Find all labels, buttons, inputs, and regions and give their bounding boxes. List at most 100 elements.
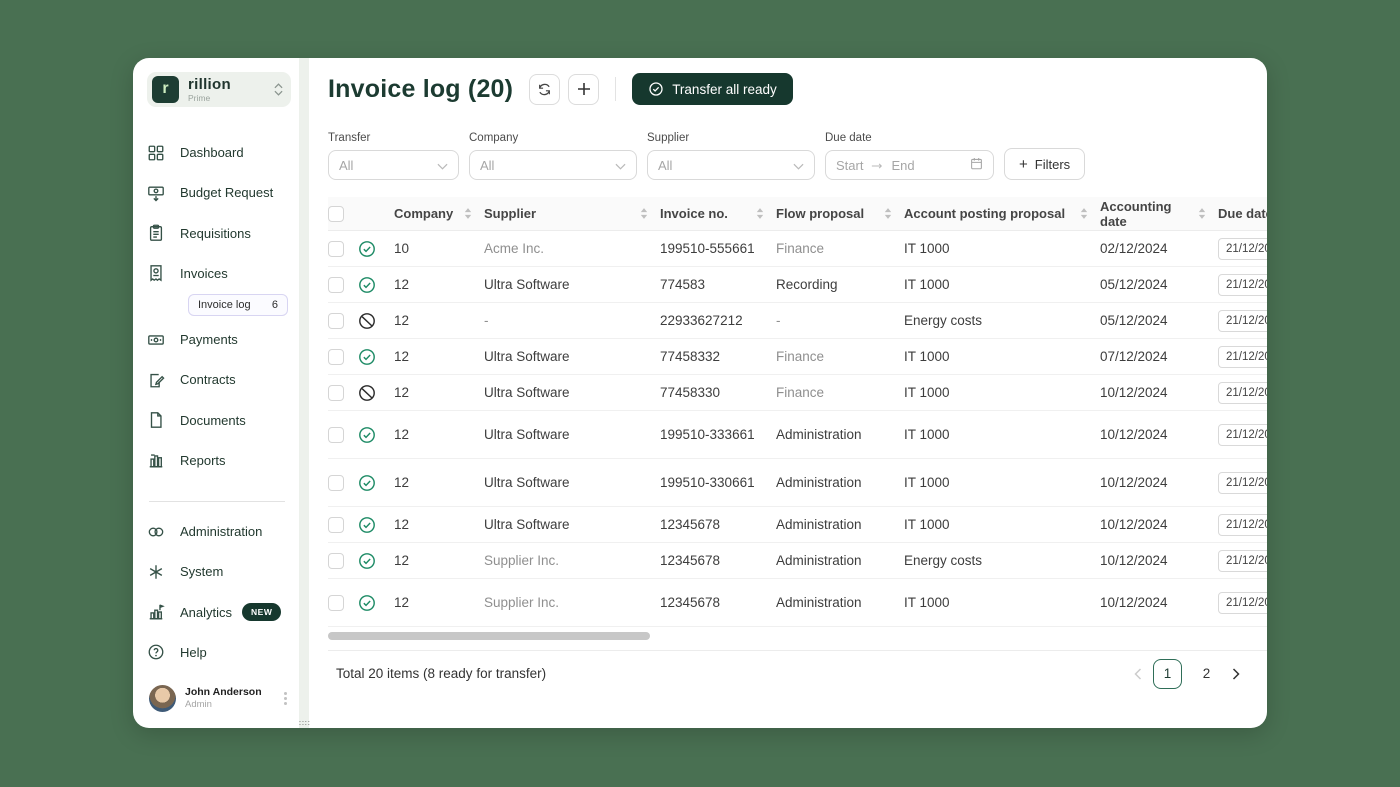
due-date-field[interactable]: 21/12/2024	[1218, 381, 1267, 404]
row-checkbox[interactable]	[328, 516, 344, 533]
table-row[interactable]: 12 - 22933627212 - Energy costs 05/12/20…	[328, 303, 1267, 339]
ready-check-circle-icon	[359, 552, 375, 569]
row-checkbox[interactable]	[328, 276, 344, 293]
user-menu-dots-icon[interactable]	[284, 692, 289, 706]
row-checkbox[interactable]	[328, 312, 344, 329]
chevron-down-icon	[615, 158, 626, 173]
table-row[interactable]: 12 Ultra Software 199510-333661 Administ…	[328, 411, 1267, 459]
sidebar-item-help[interactable]: Help	[147, 641, 291, 664]
sidebar-item-administration[interactable]: Administration	[147, 520, 291, 543]
brand-tier: Prime	[188, 92, 211, 103]
row-checkbox[interactable]	[328, 594, 344, 611]
cell-accounting-date: 10/12/2024	[1100, 595, 1168, 610]
select-all-checkbox[interactable]	[328, 205, 344, 222]
sidebar-item-requisitions[interactable]: Requisitions	[147, 221, 291, 244]
sidebar-item-payments[interactable]: Payments	[147, 328, 291, 351]
previous-page-icon[interactable]	[1133, 667, 1143, 680]
column-header-due-date[interactable]: Due date	[1218, 206, 1267, 221]
refresh-button[interactable]	[529, 73, 561, 105]
row-checkbox[interactable]	[328, 348, 344, 365]
sidebar-item-budget-request[interactable]: Budget Request	[147, 181, 291, 204]
column-header-invoice-no[interactable]: Invoice no.	[660, 206, 776, 221]
transfer-select[interactable]: All	[328, 150, 459, 180]
ready-check-circle-icon	[359, 276, 375, 293]
due-date-field[interactable]: 21/12/2024	[1218, 309, 1267, 332]
due-date-field[interactable]: 21/12/2024	[1218, 591, 1267, 614]
due-date-field[interactable]: 21/12/2024	[1218, 513, 1267, 536]
contracts-icon	[150, 373, 165, 388]
sort-icon[interactable]	[756, 208, 776, 219]
column-header-supplier[interactable]: Supplier	[484, 206, 660, 221]
column-header-account-posting[interactable]: Account posting proposal	[904, 206, 1100, 221]
table-row[interactable]: 12 Ultra Software 77458330 Finance IT 10…	[328, 375, 1267, 411]
due-date-field[interactable]: 21/12/2024	[1218, 345, 1267, 368]
horizontal-scrollbar[interactable]	[328, 632, 1267, 644]
cell-flow-proposal: Administration	[776, 517, 862, 532]
sidebar-item-analytics[interactable]: Analytics NEW	[147, 601, 291, 624]
due-date-field[interactable]: 21/12/2024	[1218, 423, 1267, 446]
sort-icon[interactable]	[1080, 208, 1100, 219]
sidebar-item-label: Analytics	[180, 604, 233, 620]
payments-icon	[148, 334, 164, 345]
row-checkbox[interactable]	[328, 474, 344, 491]
resize-handle-icon[interactable]: ::::	[299, 720, 311, 727]
cell-company: 12	[394, 313, 410, 328]
cell-invoice-no: 199510-333661	[660, 427, 755, 442]
table-row[interactable]: 12 Supplier Inc. 12345678 Administration…	[328, 579, 1267, 627]
filter-bar: Transfer All Company All Supplier All	[328, 132, 1267, 180]
company-select[interactable]: All	[469, 150, 637, 180]
column-header-company[interactable]: Company	[394, 206, 484, 221]
sort-icon[interactable]	[640, 208, 660, 219]
table-row[interactable]: 12 Ultra Software 774583 Recording IT 10…	[328, 267, 1267, 303]
filter-company: Company All	[469, 132, 637, 180]
table-row[interactable]: 12 Supplier Inc. 12345678 Administration…	[328, 543, 1267, 579]
transfer-all-ready-button[interactable]: Transfer all ready	[632, 73, 793, 105]
due-date-field[interactable]: 21/12/2024	[1218, 273, 1267, 296]
cell-company: 12	[394, 427, 410, 442]
ready-check-circle-icon	[359, 426, 375, 443]
row-checkbox[interactable]	[328, 552, 344, 569]
due-date-field[interactable]: 21/12/2024	[1218, 471, 1267, 494]
due-date-range-picker[interactable]: Start End	[825, 150, 994, 180]
due-date-field[interactable]: 21/12/2024	[1218, 549, 1267, 572]
help-icon	[148, 645, 164, 660]
sidebar-resize-strip[interactable]: ::::	[299, 58, 311, 728]
sidebar-item-invoices[interactable]: Invoices	[147, 262, 291, 285]
cell-account-posting: IT 1000	[904, 349, 950, 364]
sort-icon[interactable]	[464, 208, 484, 219]
user-info: John Anderson Admin	[185, 686, 262, 711]
table-row[interactable]: 12 Ultra Software 77458332 Finance IT 10…	[328, 339, 1267, 375]
sidebar-item-documents[interactable]: Documents	[147, 408, 291, 431]
brand-switcher[interactable]: r rillion Prime	[147, 72, 291, 107]
cell-invoice-no: 12345678	[660, 553, 721, 568]
page-button-1[interactable]: 1	[1153, 658, 1182, 689]
add-invoice-button[interactable]	[568, 73, 600, 105]
ready-check-circle-icon	[359, 594, 375, 611]
cell-accounting-date: 02/12/2024	[1100, 241, 1168, 256]
row-checkbox[interactable]	[328, 426, 344, 443]
sidebar-item-dashboard[interactable]: Dashboard	[147, 141, 291, 164]
sidebar-item-reports[interactable]: Reports	[147, 449, 291, 472]
sort-icon[interactable]	[1198, 208, 1218, 219]
next-page-icon[interactable]	[1231, 667, 1241, 680]
more-filters-button[interactable]: + Filters	[1004, 148, 1086, 180]
sort-icon[interactable]	[884, 208, 904, 219]
column-header-accounting-date[interactable]: Accounting date	[1100, 199, 1218, 229]
sidebar-item-system[interactable]: System	[147, 560, 291, 583]
sidebar-item-contracts[interactable]: Contracts	[147, 368, 291, 391]
scrollbar-thumb[interactable]	[328, 632, 650, 640]
table-row[interactable]: 10 Acme Inc. 199510-555661 Finance IT 10…	[328, 231, 1267, 267]
row-checkbox[interactable]	[328, 384, 344, 401]
row-checkbox[interactable]	[328, 240, 344, 257]
column-label: Company	[394, 206, 454, 221]
page-button-2[interactable]: 2	[1202, 666, 1211, 681]
table-row[interactable]: 12 Ultra Software 12345678 Administratio…	[328, 507, 1267, 543]
column-header-flow-proposal[interactable]: Flow proposal	[776, 206, 904, 221]
user-profile[interactable]: John Anderson Admin	[147, 681, 291, 716]
cell-accounting-date: 10/12/2024	[1100, 517, 1168, 532]
table-row[interactable]: 12 Ultra Software 199510-330661 Administ…	[328, 459, 1267, 507]
due-date-field[interactable]: 21/12/2024	[1218, 237, 1267, 260]
sidebar-item-invoice-log[interactable]: Invoice log 6	[188, 293, 288, 316]
column-label: Supplier	[484, 206, 537, 221]
supplier-select[interactable]: All	[647, 150, 815, 180]
